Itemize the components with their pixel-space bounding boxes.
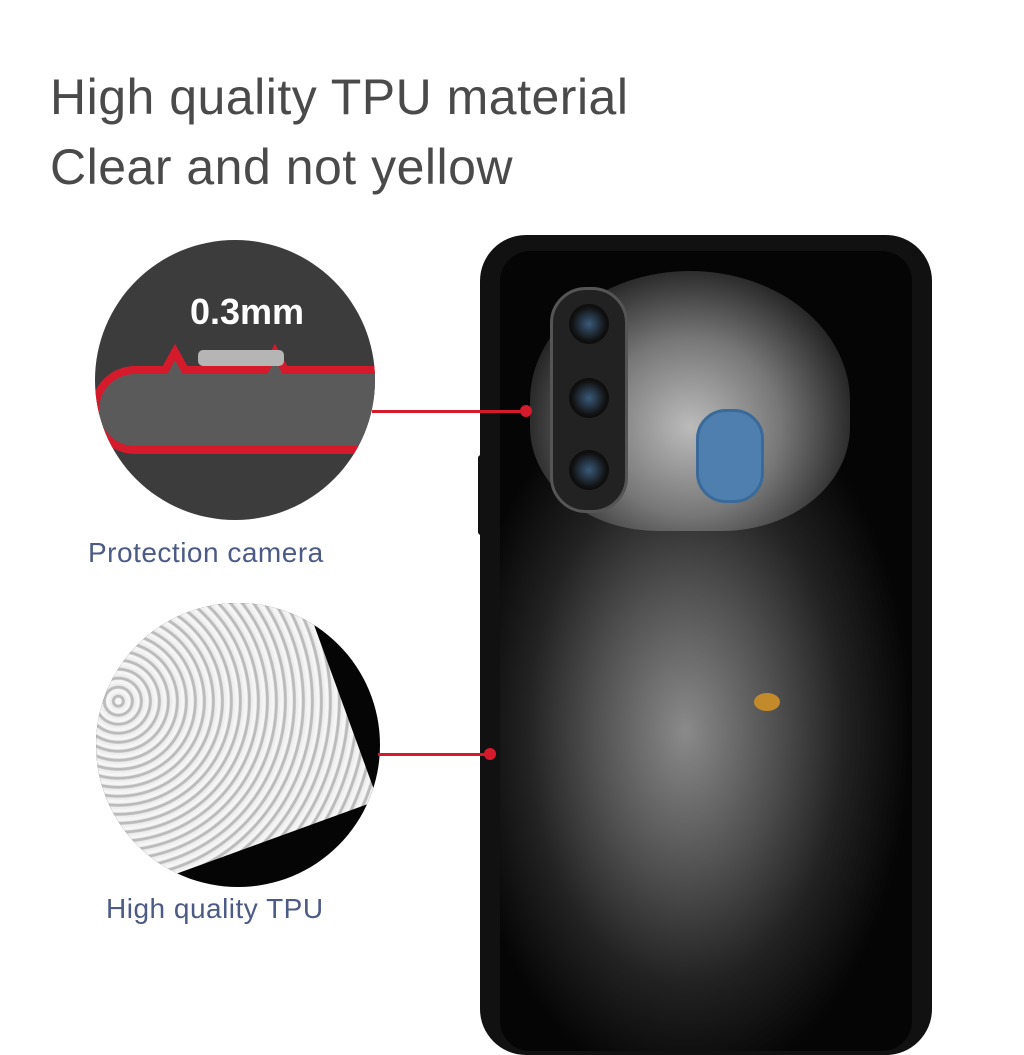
callout-line xyxy=(372,410,522,413)
callout-dot xyxy=(484,748,496,760)
camera-module xyxy=(550,287,628,513)
lion-print xyxy=(500,251,912,1051)
tpu-pellets xyxy=(96,603,378,887)
lens-icon xyxy=(569,378,609,418)
headline-line-1: High quality TPU material xyxy=(50,69,629,125)
case-profile-icon xyxy=(95,343,375,454)
side-button xyxy=(924,430,932,485)
callout-dot xyxy=(520,405,532,417)
callout-line xyxy=(378,753,486,756)
thickness-label: 0.3mm xyxy=(190,291,305,332)
fingerprint-cutout xyxy=(696,409,764,503)
tpu-material-detail xyxy=(96,603,380,887)
camera-protection-detail: 0.3mm xyxy=(95,240,375,520)
lens-icon xyxy=(569,304,609,344)
headline-line-2: Clear and not yellow xyxy=(50,139,514,195)
side-button xyxy=(478,455,486,535)
side-button xyxy=(924,505,932,555)
phone-case-image xyxy=(480,235,932,1055)
caption-tpu: High quality TPU xyxy=(106,893,324,924)
lion-eye xyxy=(754,693,780,711)
caption-protection-camera: Protection camera xyxy=(88,537,324,568)
lens-icon xyxy=(569,450,609,490)
